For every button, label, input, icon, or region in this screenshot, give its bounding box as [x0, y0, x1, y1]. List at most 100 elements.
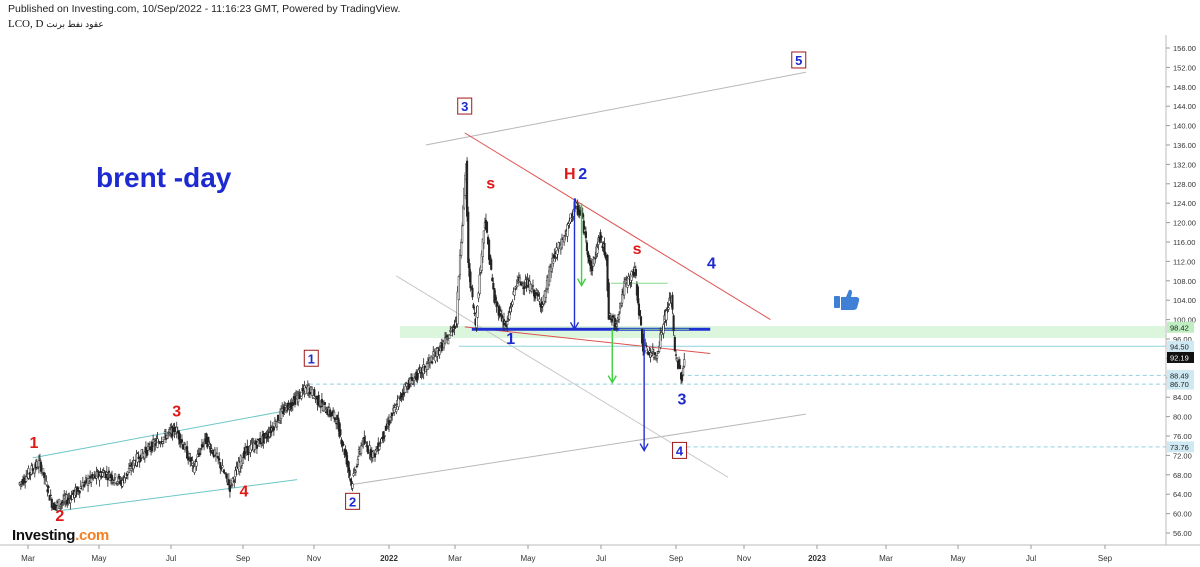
- y-tick-label: 116.00: [1173, 238, 1195, 247]
- symbol-label: LCO, D عقود نفط برنت: [8, 18, 104, 30]
- wave-label-box: [345, 492, 361, 510]
- y-tick-label: 96.00: [1173, 335, 1192, 344]
- candle-body: [229, 480, 233, 484]
- candle-body: [645, 345, 648, 347]
- candle-body: [138, 461, 141, 463]
- candle-body: [535, 290, 538, 293]
- candle-body: [404, 385, 407, 393]
- candle-body: [585, 242, 589, 251]
- candle-body: [511, 301, 514, 305]
- candle-body: [523, 286, 526, 290]
- y-tick-label: 124.00: [1173, 199, 1196, 208]
- price-label-bg: [1167, 369, 1194, 381]
- candle-body: [210, 448, 213, 451]
- arrow-head: [569, 321, 580, 331]
- candle-body: [360, 445, 363, 454]
- x-tick-label: May: [520, 554, 535, 563]
- candle-body: [91, 474, 94, 478]
- candle-body: [300, 396, 303, 399]
- trend-line: [464, 132, 771, 321]
- x-tick-label: 2022: [380, 554, 398, 563]
- thumbs-up-icon: [834, 289, 860, 310]
- candle-body: [25, 476, 28, 482]
- candle-body: [59, 504, 62, 508]
- candle-body: [33, 467, 36, 474]
- y-tick-label: 152.00: [1173, 63, 1196, 72]
- candle-body: [47, 486, 50, 489]
- y-tick-label: 76.00: [1173, 432, 1192, 441]
- candle-body: [656, 355, 659, 359]
- candle-body: [604, 252, 607, 258]
- candle-body: [651, 349, 654, 352]
- candle-body: [130, 467, 133, 472]
- candle-body: [665, 310, 668, 321]
- candle-body: [378, 446, 381, 450]
- candle-body: [273, 420, 276, 425]
- candle-body: [534, 291, 537, 299]
- x-tick-label: Mar: [879, 554, 893, 563]
- candle-body: [591, 266, 594, 272]
- y-tick-label: 148.00: [1173, 83, 1196, 92]
- candle-body: [241, 457, 245, 464]
- x-tick-label: May: [950, 554, 965, 563]
- price-label-bg: [1167, 351, 1194, 363]
- candle-body: [410, 377, 414, 381]
- candle-body: [461, 225, 464, 243]
- candle-body: [491, 277, 494, 282]
- candle-body: [566, 224, 569, 237]
- candle-body: [215, 453, 219, 458]
- candle-body: [311, 389, 314, 396]
- wave-label-boxed: 5: [795, 53, 802, 68]
- candle-body: [46, 489, 49, 493]
- candle-body: [397, 397, 400, 408]
- candle-body: [156, 438, 159, 448]
- x-tick-label: Jul: [1026, 554, 1036, 563]
- candle-body: [660, 332, 663, 336]
- candle-body: [384, 425, 387, 431]
- candle-body: [233, 480, 236, 482]
- candle-body: [530, 288, 533, 292]
- candle-body: [231, 484, 234, 486]
- candle-body: [446, 335, 449, 338]
- candle-body: [107, 470, 110, 473]
- candle-body: [509, 307, 512, 313]
- candle-body: [255, 444, 258, 449]
- candle-body: [198, 453, 201, 456]
- candlesticks: [18, 157, 686, 512]
- candle-body: [275, 421, 279, 428]
- wave-label-red: s: [486, 176, 495, 193]
- candle-body: [594, 257, 597, 260]
- candle-body: [430, 356, 433, 362]
- candle-body: [71, 494, 74, 500]
- candle-body: [499, 311, 502, 314]
- horizontal-levels: [308, 345, 1166, 448]
- candle-body: [173, 426, 176, 433]
- candle-body: [291, 402, 294, 406]
- candle-body: [23, 477, 26, 483]
- candle-body: [458, 254, 462, 276]
- symbol-code: LCO, D: [8, 18, 44, 30]
- price-label-bg: [1167, 321, 1194, 333]
- candle-body: [118, 475, 121, 480]
- wave-label-red: 1: [29, 435, 38, 452]
- candle-body: [207, 437, 210, 442]
- y-tick-label: 128.00: [1173, 180, 1196, 189]
- candle-body: [657, 351, 660, 354]
- wave-label-boxed: 3: [461, 99, 468, 114]
- candle-body: [541, 304, 544, 307]
- candle-body: [82, 484, 85, 487]
- candle-body: [44, 476, 47, 478]
- candle-body: [671, 294, 674, 310]
- candle-body: [405, 383, 408, 387]
- wave-label-box: [303, 349, 319, 367]
- candle-body: [313, 389, 316, 397]
- candle-body: [447, 339, 450, 345]
- x-tick-label: Nov: [737, 554, 751, 563]
- candle-body: [208, 444, 211, 447]
- x-tick-label: Jul: [166, 554, 176, 563]
- wave-label-boxed: 4: [676, 443, 684, 458]
- candle-body: [672, 315, 675, 332]
- candle-body: [538, 298, 541, 302]
